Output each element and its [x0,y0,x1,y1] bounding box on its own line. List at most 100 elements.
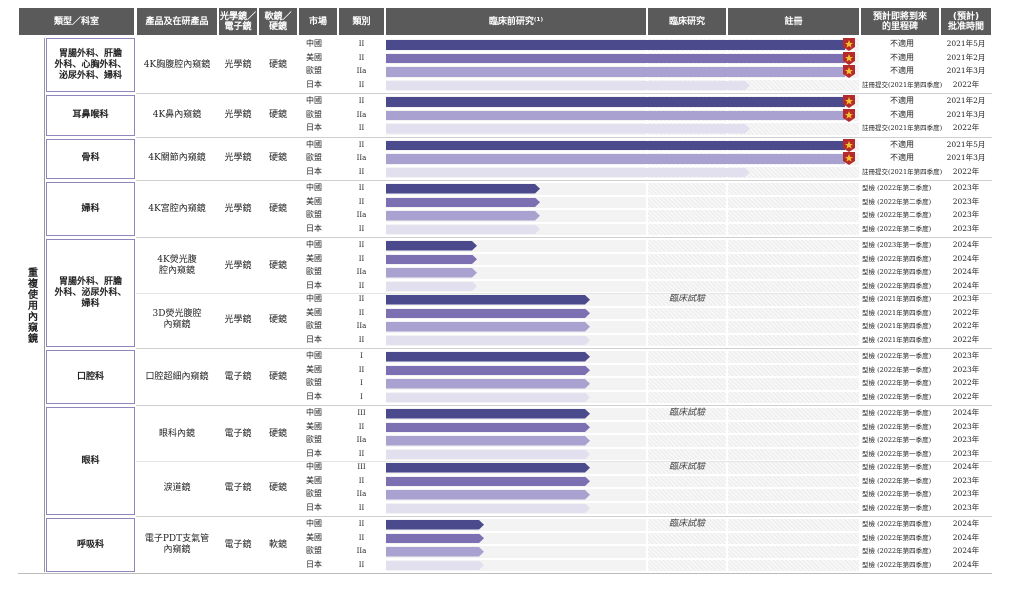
milestone: 型檢 (2021年第四季度) [862,308,932,317]
progress-bar [386,295,590,305]
clinical-cell [648,196,726,208]
progress-bar [386,504,590,514]
product-divider [136,460,992,462]
product-name-line: 4K關節內窺鏡 [148,153,206,164]
class: II [358,335,365,344]
approval: 2023年 [952,210,980,219]
class: IIa [356,547,367,555]
kind: 硬鏡 [268,109,287,120]
approval: 2023年 [952,489,980,498]
clinical-cell [648,240,726,252]
scope: 電子鏡 [224,428,252,439]
approval: 2024年 [952,253,980,263]
class: II [358,254,365,263]
clinical-cell [648,546,726,558]
class: III [357,409,366,417]
registration-cell [728,196,859,208]
progress-bar [386,409,590,419]
approved-flag [843,65,855,78]
milestone: 不適用 [890,109,914,119]
milestone: 型檢 (2021年第四季度) [862,322,932,330]
approval: 2021年3月 [946,109,986,119]
scope: 電子鏡 [224,539,252,550]
department-line: 胃腸外科、肝膽 [58,48,122,59]
market: 美國 [306,307,322,317]
progress-bar [386,477,590,487]
clinical-cell [648,307,726,319]
clinical-cell [648,519,726,531]
scope: 光學鏡 [224,314,252,325]
header-cell: 臨床前研究⁽¹⁾ [386,8,646,35]
group-divider [136,93,992,94]
market: 日本 [306,448,322,458]
approval: 2024年 [952,559,980,569]
milestone: 型檢 (2022年第一季度) [862,422,932,431]
class: I [360,352,363,360]
milestone: 型檢 (2022年第四季度) [862,560,932,569]
product-name-line: 電子PDT支氣管 [144,534,210,544]
approval: 2023年 [952,448,980,458]
approval: 2022年 [952,166,980,176]
approval: 2023年 [952,364,980,374]
registration-cell [728,421,859,433]
progress-bar [386,352,590,362]
milestone: 型檢 (2022年第四季度) [862,520,932,528]
milestone: 不適用 [890,39,914,48]
scope: 光學鏡 [224,109,252,120]
progress-bar [386,336,590,346]
approval: 2024年 [952,280,980,290]
group-divider [136,237,992,238]
registration-cell [728,391,859,403]
milestone: 型檢 (2022年第四季度) [862,547,932,555]
market: 中國 [306,183,322,192]
milestone: 型檢 (2022年第二季度) [862,184,932,192]
class: IIa [356,154,367,162]
clinical-cell [648,267,726,279]
class: II [358,365,365,374]
approval: 2021年2月 [946,52,986,62]
registration-cell [728,519,859,531]
progress-bar [386,211,540,221]
registration-cell [728,223,859,235]
approved-flag [843,152,855,165]
product-name-line: 4K胸腹腔內窺鏡 [143,59,211,70]
registration-cell [728,435,859,447]
market: 美國 [306,421,322,431]
side-label: 重複使用內窺鏡 [18,38,45,572]
header-text: 硬鏡 [268,21,287,32]
clinical-cell [648,334,726,346]
clinical-cell [648,532,726,544]
progress-bar [386,225,540,235]
milestone: 型檢 (2022年第一季度) [862,379,932,387]
product-name-line: 4K宮腔內窺鏡 [148,203,206,214]
registration-cell [728,462,859,474]
header-text: 的里程碑 [881,21,918,32]
kind: 硬鏡 [268,203,287,214]
approved-flag [843,38,855,51]
registration-cell [728,532,859,544]
class: II [358,295,365,303]
approval: 2023年 [952,421,980,431]
clinical-cell [648,223,726,235]
department: 耳鼻喉科 [46,95,135,136]
product-name: 4K胸腹腔內窺鏡 [136,38,218,92]
progress-bar [386,255,477,265]
clinical-cell [648,210,726,222]
scope: 光學鏡 [224,153,252,164]
milestone: 型檢 (2022年第一季度) [862,503,932,512]
header-text: 臨床研究 [668,16,705,27]
milestone: 註冊提交(2021年第四季度) [862,124,943,132]
milestone: 型檢 (2022年第一季度) [862,436,932,444]
clinical-cell [648,183,726,195]
approved-flag [843,138,855,152]
progress-bar [386,547,484,557]
class: III [357,463,366,471]
clinical-cell [648,321,726,333]
header-text: 產品及在研產品 [145,16,209,27]
market: 中國 [306,294,322,303]
registration-cell [728,253,859,265]
product-name-line: 內窺鏡 [163,545,191,555]
progress-bar [386,110,845,120]
department-line: 口腔科 [76,371,104,382]
registration-cell [728,502,859,514]
